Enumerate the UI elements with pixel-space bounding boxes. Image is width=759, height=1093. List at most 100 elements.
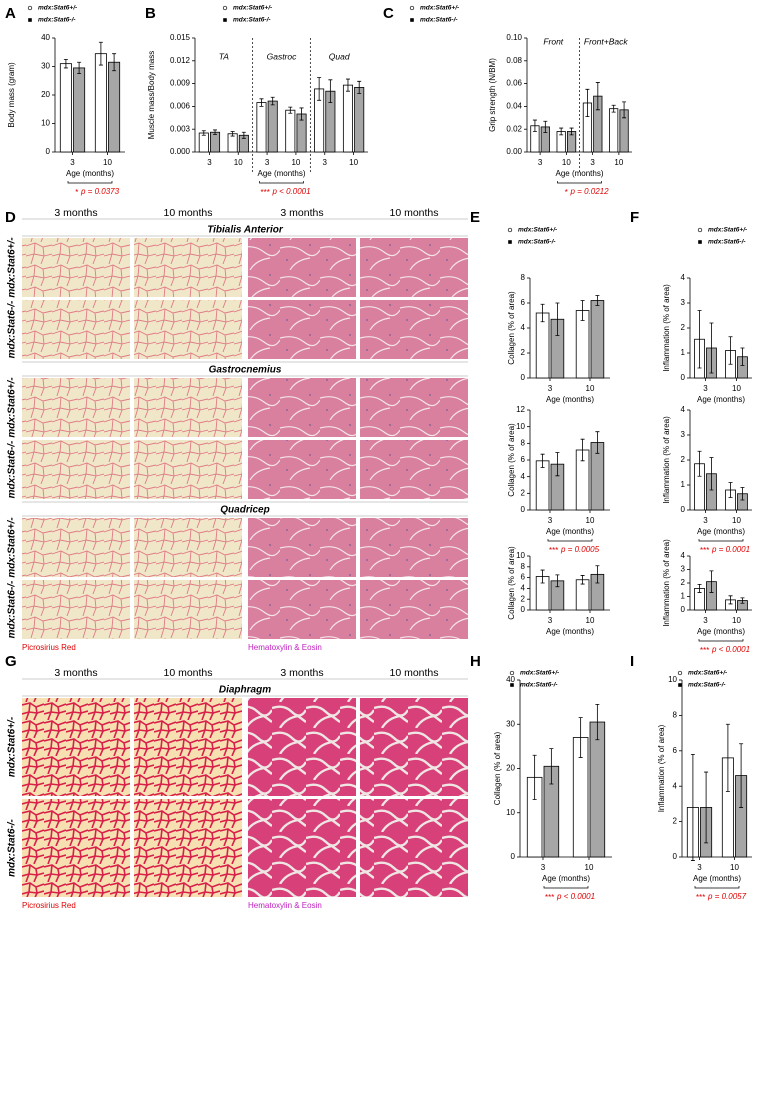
x-tick-label: 10 (730, 863, 739, 872)
error-bar (697, 450, 702, 477)
error-bar (112, 53, 117, 72)
y-tick-label: 3 (681, 430, 686, 439)
legend-label: mdx:Stat6+/- (518, 227, 557, 234)
legend-label: mdx:Stat6+/- (520, 670, 559, 677)
y-tick-label: 0.015 (170, 33, 191, 42)
legend-marker (697, 227, 703, 233)
error-bar (540, 569, 545, 584)
y-axis-label: Inflammation (% of area) (657, 724, 666, 812)
y-tick-label: 0.06 (506, 79, 522, 88)
x-axis-label: Age (months) (546, 627, 594, 636)
row-label: mdx:Stat6-/- (7, 300, 18, 358)
section-title: Quadricep (220, 505, 269, 516)
x-tick-label: 10 (732, 616, 741, 625)
p-value: p = 0.0057 (707, 892, 747, 901)
error-bar (595, 431, 600, 454)
legend-label: mdx:Stat6+/- (233, 5, 272, 12)
x-tick-label: 10 (585, 863, 594, 872)
error-bar (288, 106, 293, 114)
x-tick-label: 3 (703, 516, 708, 525)
y-tick-label: 0.003 (170, 124, 191, 133)
y-axis-label: Body mass (gram) (7, 62, 16, 128)
x-axis-label: Age (months) (257, 169, 305, 178)
micrograph (360, 518, 468, 577)
error-bar (559, 127, 564, 136)
p-value: p = 0.0373 (80, 187, 120, 196)
error-bar (230, 131, 235, 137)
micrograph (134, 698, 242, 796)
legend-marker (27, 5, 33, 11)
p-value: p < 0.0001 (556, 892, 595, 901)
legend-label: mdx:Stat6+/- (38, 5, 77, 12)
y-axis-label: Collagen (% of area) (507, 546, 516, 620)
bar (589, 721, 606, 858)
micrograph (248, 440, 356, 499)
legend-marker (678, 683, 682, 687)
micrograph (134, 580, 242, 639)
micrograph (134, 799, 242, 897)
micrograph (134, 518, 242, 577)
error-bar (580, 438, 585, 462)
legend-marker (508, 240, 512, 244)
y-tick-label: 8 (521, 562, 526, 571)
group-label: Gastroc (267, 51, 298, 61)
error-bar (740, 487, 745, 501)
micrograph (22, 799, 130, 897)
error-bar (543, 120, 548, 134)
legend-marker (410, 18, 414, 22)
x-tick-label: 10 (349, 158, 358, 167)
error-bar (213, 129, 218, 135)
stain-label: Hematoxylin & Eosin (248, 643, 322, 652)
micrograph (360, 698, 468, 796)
row-label: mdx:Stat6+/- (7, 716, 18, 777)
column-header: 3 months (54, 207, 97, 219)
y-tick-label: 0 (681, 373, 686, 382)
y-tick-label: 0 (511, 852, 516, 861)
y-tick-label: 0 (521, 605, 526, 614)
micrograph (22, 580, 130, 639)
bar (609, 108, 619, 153)
x-tick-label: 10 (732, 384, 741, 393)
p-value: p < 0.0001 (711, 645, 750, 654)
panel-label: I (630, 653, 634, 670)
legend-label: mdx:Stat6+/- (688, 670, 727, 677)
y-tick-label: 0.10 (506, 33, 522, 42)
y-tick-label: 2 (681, 323, 686, 332)
y-tick-label: 0.00 (506, 147, 522, 156)
y-tick-label: 0 (46, 147, 51, 156)
micrograph (360, 378, 468, 437)
column-header: 10 months (163, 207, 212, 219)
error-bar (98, 41, 103, 66)
column-header: 3 months (54, 667, 97, 679)
micrograph (360, 238, 468, 297)
panel-label: E (470, 209, 480, 226)
legend-label: mdx:Stat6-/- (420, 17, 458, 24)
micrograph (22, 518, 130, 577)
x-tick-label: 3 (703, 384, 708, 393)
y-tick-label: 0.006 (170, 102, 191, 111)
x-axis-label: Age (months) (697, 627, 745, 636)
significance-stars: *** (696, 893, 706, 902)
y-tick-label: 0.000 (170, 147, 191, 156)
legend-label: mdx:Stat6+/- (708, 227, 747, 234)
error-bar (555, 452, 560, 477)
row-label: mdx:Stat6+/- (7, 377, 18, 438)
p-value: p < 0.0001 (272, 187, 311, 196)
micrograph (22, 698, 130, 796)
x-axis-label: Age (months) (697, 395, 745, 404)
y-tick-label: 1 (681, 592, 686, 601)
y-axis-label: Inflammation (% of area) (662, 416, 671, 504)
legend-label: mdx:Stat6-/- (708, 239, 746, 246)
section-title: Diaphragm (219, 685, 271, 696)
error-bar (725, 723, 730, 792)
y-tick-label: 1 (681, 348, 686, 357)
significance-bracket (259, 181, 304, 184)
column-header: 3 months (280, 667, 323, 679)
y-tick-label: 10 (506, 808, 515, 817)
row-label: mdx:Stat6-/- (7, 818, 18, 876)
x-tick-label: 10 (586, 616, 595, 625)
section-title: Tibialis Anterior (207, 225, 284, 236)
micrograph (248, 799, 356, 897)
error-bar (241, 131, 246, 139)
panel-label: F (630, 209, 639, 226)
